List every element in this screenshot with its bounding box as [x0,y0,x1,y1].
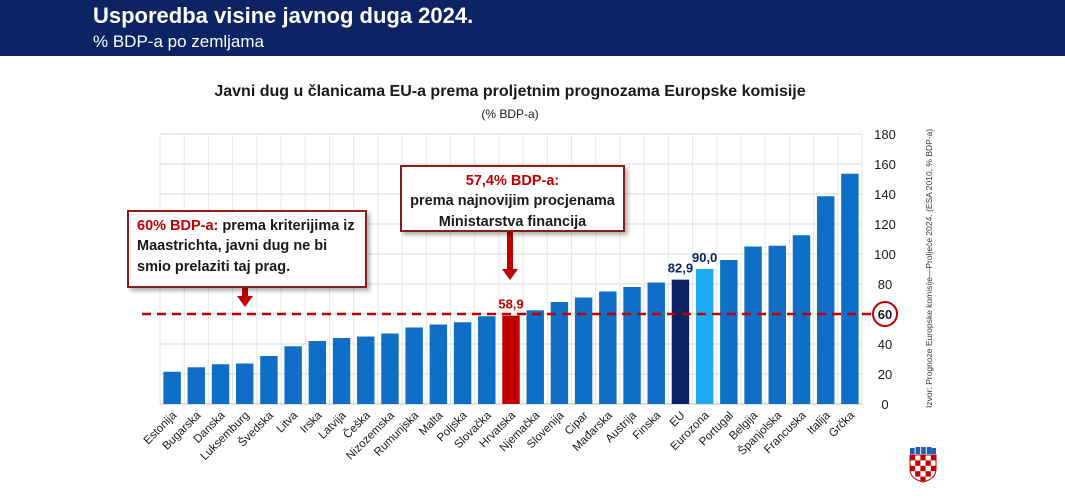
y-tick-label: 20 [878,367,892,382]
bar-eu [671,279,690,404]
threshold-arrow-shaft [242,288,248,298]
bar-svedska [260,356,278,404]
bar-litva [284,346,302,404]
chart-title: Javni dug u članicama EU-a prema proljet… [214,83,805,100]
ministry-arrow-shaft [507,232,513,271]
y-tick-label: 80 [878,277,892,292]
bar-belgija [744,246,762,404]
bar-cipar [574,297,593,404]
bar-slovenija [550,302,569,404]
ministry-callout-line2: Ministarstva financija [438,213,587,230]
bar-njemacka [526,310,544,404]
bar-latvija [332,338,351,404]
y-tick-label: 40 [878,337,892,352]
bar-austrija [623,287,641,404]
bar-luksemburg [236,363,254,404]
threshold-callout: 60% BDP-a: prema kriterijima iz Maastric… [127,210,367,288]
y-tick-label: 180 [874,127,896,142]
chart-subtitle: (% BDP-a) [481,107,538,121]
bar-danska [211,364,230,404]
callout-arrows [237,232,518,307]
bar-malta [429,324,448,404]
page-title: Usporedba visine javnog duga 2024. [93,3,474,28]
x-tick-label: EU [668,410,688,430]
ministry-callout: 57,4% BDP-a: prema najnovijim procjenama… [400,165,625,232]
x-tick-label: Finska [631,409,664,442]
bar-grcka [841,173,859,404]
bar-portugal [720,260,738,404]
bar-nizozemska [381,333,399,404]
bar-rumunjska [405,327,423,404]
data-label-eurozona: 90,0 [692,250,717,265]
bar-hrvatska [502,315,520,404]
bar-spanjolska [768,245,786,404]
y-tick-label: 120 [874,217,896,232]
threshold-arrow-head [237,296,253,307]
data-label-hrvatska: 58,9 [498,297,523,312]
bar-finska [647,282,665,404]
bar-bugarska [187,367,206,404]
page-subtitle: % BDP-a po zemljama [93,32,265,51]
data-labels: 58,9 82,990,0 [498,250,717,312]
threshold-label: 60 [878,307,892,322]
y-tick-label: 160 [874,157,896,172]
ministry-callout-highlight: 57,4% BDP-a: [465,173,560,189]
threshold-marker [872,301,898,327]
bar-estonija [163,371,181,404]
ministry-arrow-head [502,269,518,280]
x-tick-label: Litva [275,409,301,435]
bar-slovacka [478,316,496,404]
bar-irska [308,341,327,404]
y-axis-ticks: 0 20 40 80 100 120 140 160 180 [874,127,896,412]
bars [163,173,859,404]
bar-italija [816,196,835,404]
bar-francuska [792,235,811,404]
x-tick-label: Grčka [827,409,858,440]
ministry-callout-line1: prema najnovijim procjenama [410,193,615,210]
threshold-layer: 60 [142,301,898,327]
threshold-callout-highlight: 60% BDP-a: [137,218,219,234]
header-banner: Usporedba visine javnog duga 2024. % BDP… [0,0,1065,56]
bar-ceska [357,336,375,404]
y-tick-label: 100 [874,247,896,262]
y-tick-label: 0 [881,397,888,412]
croatian-coat-of-arms-icon [909,447,937,483]
data-label-eu: 82,9 [668,261,693,276]
bar-eurozona [695,269,714,404]
bar-madarska [599,291,617,404]
source-note: Izvor: Prognoze Europske komisije—Prolje… [924,128,934,408]
x-axis-labels: EstonijaBugarskaDanskaLuksemburgŠvedskaL… [142,409,858,463]
bar-poljska [453,322,472,404]
y-tick-label: 140 [874,187,896,202]
threshold-callout-text: prema kriterijima iz Maastrichta, javni … [137,218,355,275]
